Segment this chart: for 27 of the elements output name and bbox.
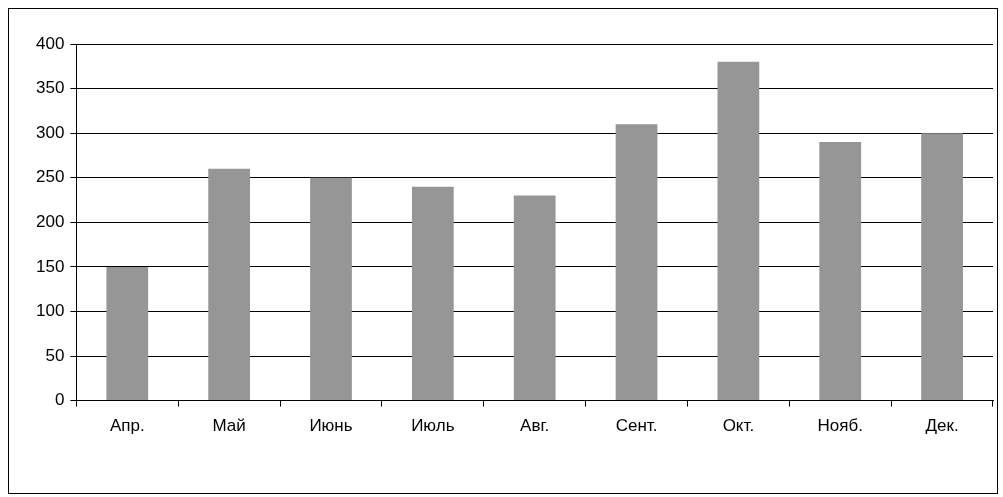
bar bbox=[208, 168, 251, 401]
bar bbox=[819, 142, 862, 401]
y-tick-label: 350 bbox=[35, 78, 65, 98]
y-tick-label: 50 bbox=[45, 345, 65, 365]
bar bbox=[310, 177, 352, 401]
bar bbox=[411, 186, 454, 401]
x-tick-label: Май bbox=[212, 416, 246, 436]
x-tick-label: Июнь bbox=[309, 416, 353, 436]
x-tick-label: Авг. bbox=[520, 416, 550, 436]
y-tick-label: 200 bbox=[35, 211, 65, 231]
x-tick-label: Июль bbox=[411, 416, 455, 436]
x-tick-label: Дек. bbox=[925, 416, 959, 436]
y-tick-label: 0 bbox=[54, 390, 65, 410]
bar bbox=[513, 195, 556, 401]
y-tick-label: 400 bbox=[35, 33, 65, 53]
bar bbox=[717, 61, 760, 401]
bar bbox=[921, 133, 963, 401]
x-tick-label: Апр. bbox=[109, 416, 145, 436]
bar bbox=[106, 266, 149, 401]
x-tick-label: Сент. bbox=[615, 416, 658, 436]
y-tick-label: 250 bbox=[35, 167, 65, 187]
bar bbox=[615, 124, 658, 401]
y-tick-label: 150 bbox=[35, 256, 65, 276]
y-tick-label: 300 bbox=[35, 122, 65, 142]
x-tick-label: Нояб. bbox=[817, 416, 863, 436]
x-tick-label: Окт. bbox=[722, 416, 755, 436]
y-tick-label: 100 bbox=[35, 301, 65, 321]
